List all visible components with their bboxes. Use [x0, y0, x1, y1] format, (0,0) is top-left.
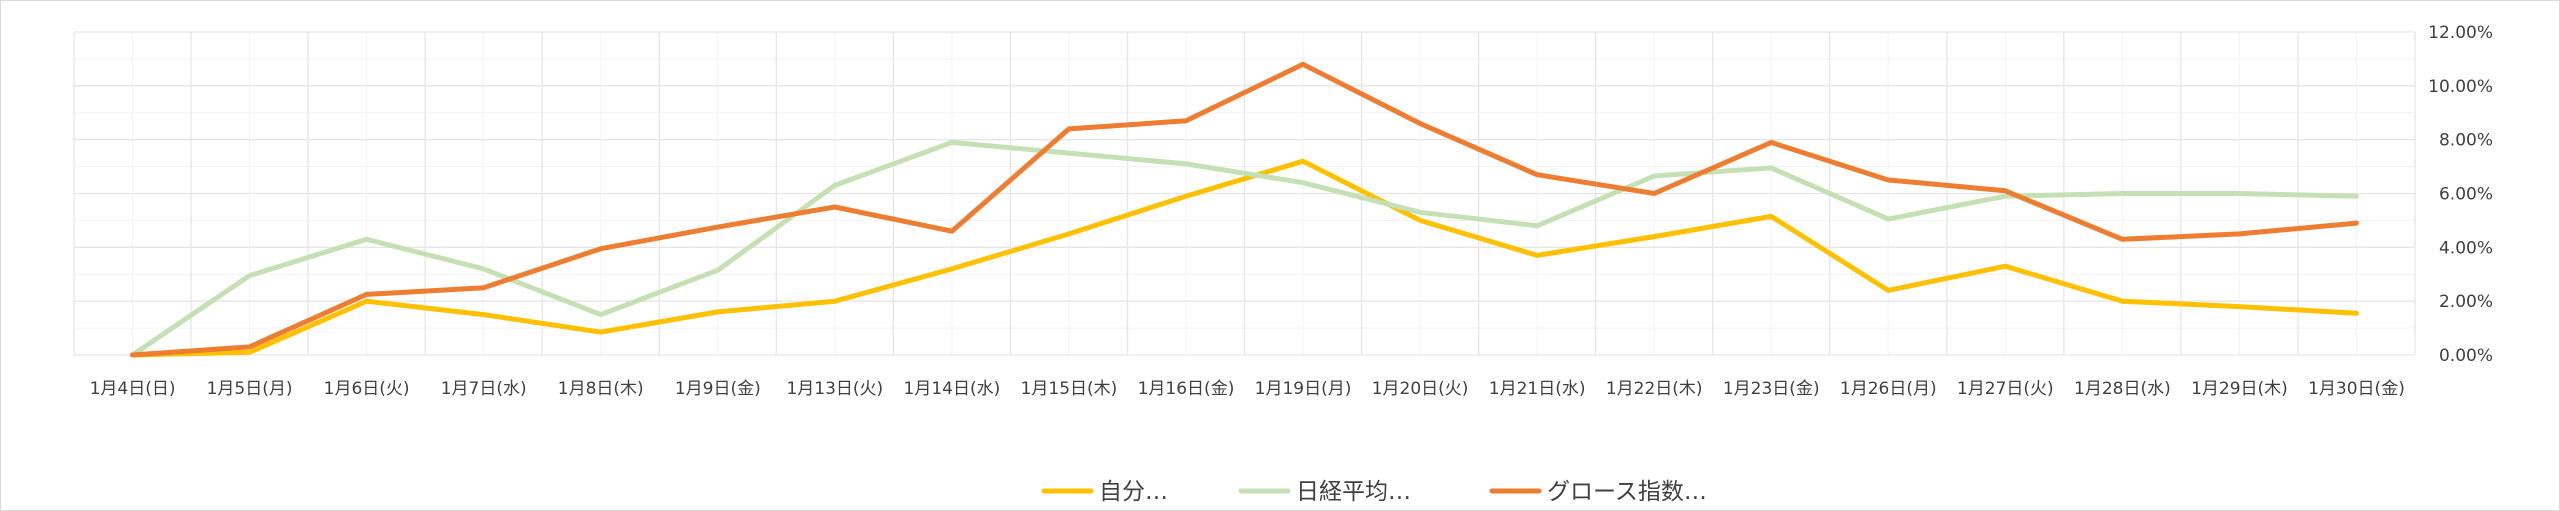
- x-tick-label: 1月29日(木): [2191, 379, 2288, 399]
- series-line-2: [130, 139, 2359, 358]
- x-axis-tick-labels: 1月4日(日) 1月5日(月) 1月6日(火) 1月7日(水) 1月8日(木) 1月9日(…: [90, 379, 2405, 399]
- x-tick-label: 1月26日(月): [1840, 379, 1937, 399]
- y-tick-label: 2.00%: [2439, 292, 2493, 312]
- series-line-3: [130, 61, 2359, 358]
- y-tick-label: 10.00%: [2428, 77, 2493, 97]
- legend: 自分… 日経平均… グロース指数…: [1041, 479, 1707, 505]
- x-tick-label: 1月15日(木): [1021, 379, 1118, 399]
- x-tick-label: 1月13日(火): [786, 379, 883, 399]
- y-tick-label: 8.00%: [2439, 131, 2493, 151]
- x-tick-label: 1月7日(水): [441, 379, 527, 399]
- legend-entry-label: 日経平均…: [1296, 479, 1411, 505]
- y-tick-label: 12.00%: [2428, 23, 2493, 43]
- x-tick-label: 1月22日(木): [1606, 379, 1703, 399]
- series-line-1: [130, 158, 2359, 358]
- x-tick-label: 1月9日(金): [675, 379, 761, 399]
- x-tick-label: 1月14日(水): [904, 379, 1001, 399]
- x-tick-label: 1月21日(水): [1489, 379, 1586, 399]
- legend-entry-label: グロース指数…: [1547, 479, 1707, 505]
- x-tick-label: 1月19日(月): [1255, 379, 1352, 399]
- legend-entry-label: 自分…: [1099, 479, 1168, 505]
- y-tick-label: 6.00%: [2439, 185, 2493, 205]
- x-tick-label: 1月28日(水): [2074, 379, 2171, 399]
- x-tick-label: 1月8日(木): [558, 379, 644, 399]
- gridlines: [73, 31, 2416, 356]
- x-tick-label: 1月23日(金): [1723, 379, 1820, 399]
- series-lines: [130, 61, 2359, 358]
- x-tick-label: 1月4日(日): [90, 379, 176, 399]
- y-tick-label: 4.00%: [2439, 238, 2493, 258]
- x-tick-label: 1月27日(火): [1957, 379, 2054, 399]
- y-axis-tick-labels: 0.00% 2.00% 4.00% 6.00% 8.00% 10.00% 12.00%: [2428, 23, 2493, 366]
- x-tick-label: 1月16日(金): [1138, 379, 1235, 399]
- x-tick-label: 1月20日(火): [1372, 379, 1469, 399]
- x-tick-label: 1月5日(月): [207, 379, 293, 399]
- x-tick-label: 1月6日(火): [324, 379, 410, 399]
- x-tick-label: 1月30日(金): [2308, 379, 2405, 399]
- y-tick-label: 0.00%: [2439, 346, 2493, 366]
